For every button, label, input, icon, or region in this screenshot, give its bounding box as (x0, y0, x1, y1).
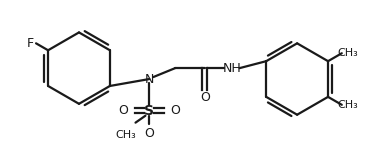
Text: O: O (119, 104, 128, 117)
Text: S: S (144, 104, 154, 118)
Text: F: F (26, 37, 34, 50)
Text: O: O (200, 91, 210, 104)
Text: CH₃: CH₃ (115, 130, 136, 140)
Text: O: O (144, 127, 154, 140)
Text: CH₃: CH₃ (337, 100, 358, 110)
Text: N: N (145, 72, 154, 85)
Text: NH: NH (222, 62, 241, 75)
Text: CH₃: CH₃ (337, 48, 358, 58)
Text: O: O (170, 104, 180, 117)
